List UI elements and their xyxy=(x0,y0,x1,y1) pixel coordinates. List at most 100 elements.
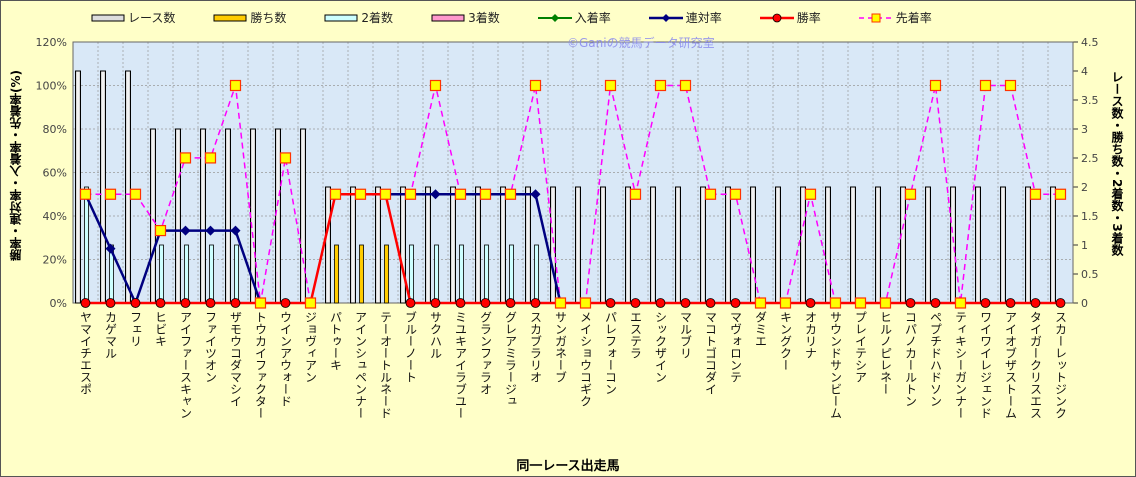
marker-senchaku-rate xyxy=(679,79,692,92)
marker-win-rate xyxy=(405,298,416,308)
x-tick-label: オカリナ xyxy=(803,311,818,359)
marker-senchaku-rate xyxy=(379,188,392,200)
bar-race-count xyxy=(125,70,131,304)
marker-rentai-rate xyxy=(430,189,441,200)
marker-senchaku-rate xyxy=(954,297,967,309)
bar-second-count xyxy=(434,244,439,304)
y-tick-left: 100% xyxy=(36,80,67,93)
marker-senchaku-rate xyxy=(479,188,492,200)
bar-race-count xyxy=(150,128,156,304)
x-tick-label: ヤマイチエスポ xyxy=(78,311,93,395)
x-tick-label: マコトゴコダイ xyxy=(703,311,718,395)
bar-race-count xyxy=(975,186,981,304)
bar-race-count xyxy=(350,186,356,304)
marker-senchaku-rate xyxy=(554,297,567,309)
x-tick-label: トウカイファクター xyxy=(253,311,268,419)
marker-senchaku-rate xyxy=(904,188,917,200)
marker-senchaku-rate xyxy=(879,297,892,309)
bar-second-count xyxy=(84,186,89,304)
legend-win: 勝ち数 xyxy=(213,9,286,26)
marker-senchaku-rate xyxy=(629,188,642,200)
bar-race-count xyxy=(475,186,481,304)
x-tick-label: ペプチドハドソン xyxy=(928,311,943,407)
y-tick-right: 4.5 xyxy=(1081,36,1099,49)
bar-race-count xyxy=(1025,186,1031,304)
bar-race-count xyxy=(825,186,831,304)
marker-win-rate xyxy=(605,298,616,308)
marker-rentai-rate xyxy=(105,243,116,254)
x-tick-label: ミユキアイラブユー xyxy=(453,311,468,419)
bar-race-count xyxy=(925,186,931,304)
x-tick-label: パレフォーコン xyxy=(603,311,618,395)
marker-senchaku-rate xyxy=(404,188,417,200)
y-tick-right: 3 xyxy=(1081,123,1088,136)
bar-race-count xyxy=(175,128,181,304)
marker-senchaku-rate xyxy=(279,152,292,164)
bar-race-count xyxy=(100,70,106,304)
marker-win-rate xyxy=(455,298,466,308)
x-tick-label: ザモウコダマシイ xyxy=(228,311,243,407)
x-tick-label: サクハル xyxy=(428,311,443,359)
marker-senchaku-rate xyxy=(254,297,267,309)
y-tick-right: 1.5 xyxy=(1081,210,1099,223)
marker-senchaku-rate xyxy=(529,79,542,92)
marker-win-rate xyxy=(980,298,991,308)
bar-second-count xyxy=(184,244,189,304)
x-tick-label: グレアミラージュ xyxy=(503,311,518,407)
marker-senchaku-rate xyxy=(1004,79,1017,92)
bar-second-count xyxy=(234,244,239,304)
bar-win-count xyxy=(334,244,339,304)
marker-win-rate xyxy=(680,298,691,308)
legend-third: 3着数 xyxy=(431,9,500,26)
watermark: ©Ganiの競馬データ研究室 xyxy=(567,36,715,50)
y-tick-right: 3.5 xyxy=(1081,94,1099,107)
x-tick-label: パトゥーキ xyxy=(328,311,343,371)
bar-race-count xyxy=(600,186,606,304)
marker-win-rate xyxy=(130,298,141,308)
marker-win-rate xyxy=(155,298,166,308)
marker-senchaku-rate xyxy=(154,224,167,237)
y-tick-left: 80% xyxy=(43,123,67,136)
marker-rentai-rate xyxy=(205,225,216,236)
bar-race-count xyxy=(750,186,756,304)
x-tick-label: サウンドサンビーム xyxy=(828,311,843,419)
legend: レース数 勝ち数 2着数 3着数 入着率 連対率 勝率 先着率 xyxy=(91,9,970,26)
marker-win-rate xyxy=(1055,298,1066,308)
x-tick-label: カゲマル xyxy=(103,311,118,359)
marker-senchaku-rate xyxy=(229,79,242,92)
bar-race-count xyxy=(275,128,281,304)
x-tick-label: ヒビキ xyxy=(153,311,168,347)
legend-label: 2着数 xyxy=(361,11,394,25)
marker-senchaku-rate xyxy=(129,188,142,200)
bar-win-count xyxy=(384,244,389,304)
marker-win-rate xyxy=(105,298,116,308)
marker-senchaku-rate xyxy=(204,152,217,164)
marker-senchaku-rate xyxy=(579,297,592,309)
bar-race-count xyxy=(375,186,381,304)
marker-senchaku-rate xyxy=(754,297,767,309)
legend-label: 先着率 xyxy=(895,11,932,25)
y-tick-right: 1 xyxy=(1081,239,1088,252)
bar-race-count xyxy=(900,186,906,304)
x-tick-label: ワイワイレジェンド xyxy=(978,311,993,419)
legend-label: 3着数 xyxy=(468,11,500,25)
x-tick-label: ファイツオン xyxy=(203,311,218,383)
marker-senchaku-rate xyxy=(729,188,742,200)
bar-race-count xyxy=(425,186,431,304)
legend-rentai-rate: 連対率 xyxy=(648,9,722,26)
x-tick-label: コパノカールトン xyxy=(903,311,918,407)
x-tick-label: マヴォロンテ xyxy=(728,311,743,383)
x-tick-label: アイファースキャン xyxy=(178,311,193,419)
marker-win-rate xyxy=(1030,298,1041,308)
x-tick-label: タイガークリスエス xyxy=(1028,311,1043,419)
marker-rentai-rate xyxy=(230,225,241,236)
marker-win-rate xyxy=(805,298,816,308)
bar-race-count xyxy=(675,186,681,304)
x-tick-label: グランファラオ xyxy=(478,311,493,395)
x-tick-label: テーオートルネード xyxy=(378,311,393,419)
x-tick-label: スカーレットジンク xyxy=(1053,311,1068,419)
x-tick-label: スカブラリオ xyxy=(528,311,543,383)
marker-senchaku-rate xyxy=(779,297,792,309)
x-tick-label: マルブリ xyxy=(678,311,693,359)
